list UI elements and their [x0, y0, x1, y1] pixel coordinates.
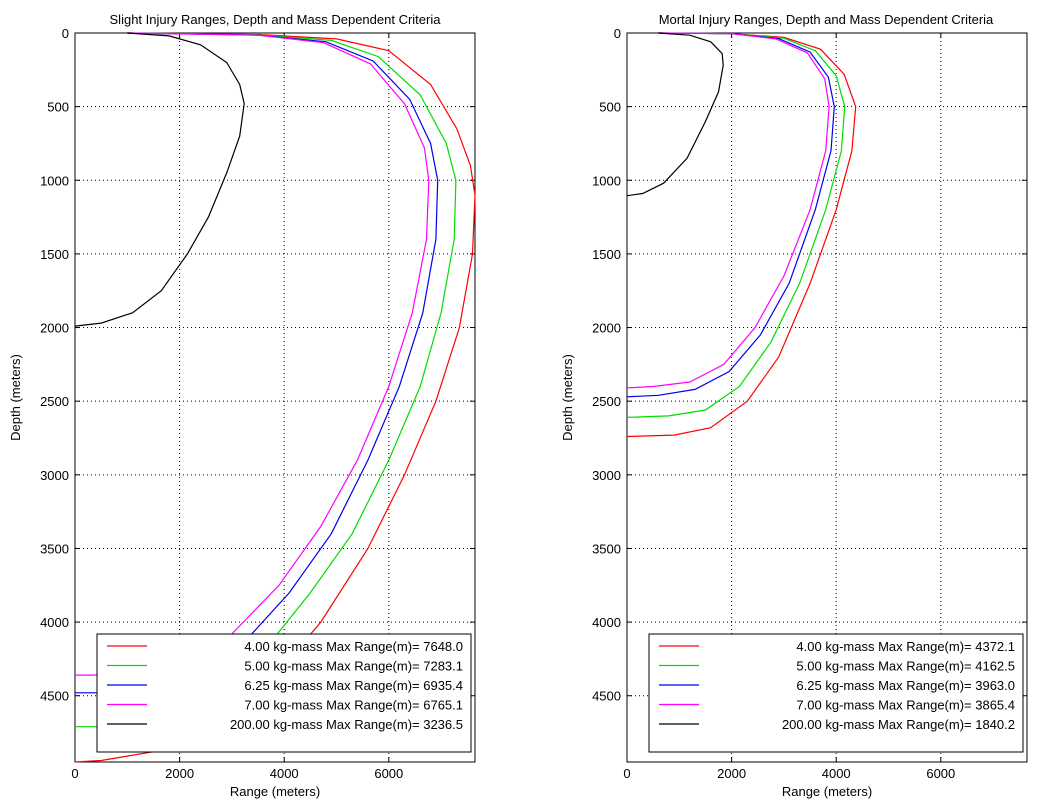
- series-line-2: [626, 32, 835, 398]
- legend-label-3: 7.00 kg-mass Max Range(m)= 6765.1: [244, 698, 463, 713]
- legend-label-1: 5.00 kg-mass Max Range(m)= 4162.5: [796, 659, 1015, 674]
- x-tick-label: 4000: [270, 766, 299, 781]
- x-tick-label: 4000: [822, 766, 851, 781]
- y-tick-label: 1500: [592, 247, 621, 262]
- legend-label-4: 200.00 kg-mass Max Range(m)= 1840.2: [782, 717, 1015, 732]
- chart-title: Slight Injury Ranges, Depth and Mass Dep…: [110, 12, 442, 27]
- y-tick-label: 1500: [40, 247, 69, 262]
- y-tick-label: 2500: [40, 394, 69, 409]
- y-tick-label: 2500: [592, 394, 621, 409]
- x-tick-label: 2000: [717, 766, 746, 781]
- series-line-4: [626, 32, 724, 197]
- series-line-1: [626, 32, 846, 418]
- x-tick-label: 6000: [374, 766, 403, 781]
- series-line-0: [626, 32, 857, 438]
- y-tick-label: 4000: [592, 615, 621, 630]
- x-axis-label: Range (meters): [782, 784, 872, 799]
- x-tick-label: 2000: [165, 766, 194, 781]
- x-axis-label: Range (meters): [230, 784, 320, 799]
- y-tick-label: 500: [47, 100, 69, 115]
- y-tick-label: 4500: [40, 689, 69, 704]
- y-tick-label: 3000: [40, 468, 69, 483]
- legend-label-1: 5.00 kg-mass Max Range(m)= 7283.1: [244, 659, 463, 674]
- x-tick-label: 0: [71, 766, 78, 781]
- legend-label-2: 6.25 kg-mass Max Range(m)= 3963.0: [796, 678, 1015, 693]
- x-tick-label: 0: [623, 766, 630, 781]
- legend-label-3: 7.00 kg-mass Max Range(m)= 3865.4: [796, 698, 1015, 713]
- y-tick-label: 500: [599, 100, 621, 115]
- y-tick-label: 2000: [592, 321, 621, 336]
- y-tick-label: 1000: [592, 173, 621, 188]
- legend-label-0: 4.00 kg-mass Max Range(m)= 4372.1: [796, 639, 1015, 654]
- legend-box: [648, 633, 1024, 753]
- y-tick-label: 0: [62, 26, 69, 41]
- chart-title: Mortal Injury Ranges, Depth and Mass Dep…: [659, 12, 994, 27]
- y-axis-label: Depth (meters): [8, 354, 23, 441]
- slight-injury-panel: 0 2000 4000 6000 0 500 1000 1500 2000 2500 3000 350…: [8, 12, 476, 799]
- legend-label-0: 4.00 kg-mass Max Range(m)= 7648.0: [244, 639, 463, 654]
- legend-label-2: 6.25 kg-mass Max Range(m)= 6935.4: [244, 678, 463, 693]
- legend-label-4: 200.00 kg-mass Max Range(m)= 3236.5: [230, 717, 463, 732]
- y-tick-label: 4000: [40, 615, 69, 630]
- y-tick-label: 3500: [592, 541, 621, 556]
- y-tick-label: 4500: [592, 689, 621, 704]
- y-tick-label: 2000: [40, 321, 69, 336]
- legend-box: [96, 633, 472, 753]
- y-tick-label: 3500: [40, 541, 69, 556]
- y-tick-label: 0: [614, 26, 621, 41]
- series-line-3: [626, 32, 830, 389]
- y-tick-label: 1000: [40, 173, 69, 188]
- x-tick-label: 6000: [926, 766, 955, 781]
- y-axis-label: Depth (meters): [560, 354, 575, 441]
- mortal-injury-panel: 0 2000 4000 6000 0 500 1000 1500 2000 2500 3000 350…: [560, 12, 1028, 799]
- y-tick-label: 3000: [592, 468, 621, 483]
- series-line-4: [74, 32, 245, 327]
